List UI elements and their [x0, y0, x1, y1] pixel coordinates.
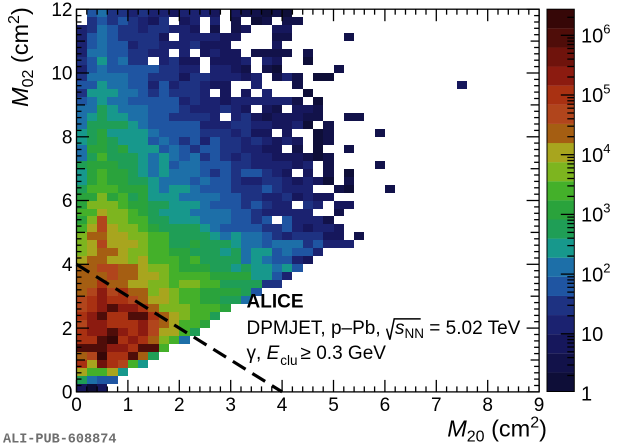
svg-text:2: 2	[174, 395, 185, 416]
svg-text:12: 12	[51, 0, 72, 21]
svg-text:0: 0	[71, 395, 82, 416]
svg-text:2: 2	[62, 319, 73, 340]
svg-text:M02 (cm2): M02 (cm2)	[6, 7, 37, 107]
svg-text:3: 3	[225, 395, 236, 416]
svg-text:DPMJET, p–Pb,: DPMJET, p–Pb,	[247, 318, 381, 339]
svg-text:10: 10	[51, 64, 72, 85]
svg-text:ALICE: ALICE	[247, 292, 304, 313]
svg-text:4: 4	[62, 255, 73, 276]
svg-text:M20 (cm2): M20 (cm2)	[447, 415, 547, 446]
svg-text:6: 6	[62, 191, 73, 212]
svg-text:8: 8	[62, 128, 73, 149]
svg-text:104: 104	[581, 141, 610, 167]
svg-text:1: 1	[123, 395, 134, 416]
svg-text:8: 8	[482, 395, 493, 416]
svg-text:7: 7	[431, 395, 442, 416]
svg-text:9: 9	[534, 395, 545, 416]
svg-text:1: 1	[581, 384, 592, 406]
svg-text:4: 4	[277, 395, 288, 416]
svg-text:6: 6	[380, 395, 391, 416]
svg-text:0: 0	[62, 383, 73, 404]
svg-text:5: 5	[328, 395, 339, 416]
svg-text:ALI-PUB-608874: ALI-PUB-608874	[3, 433, 116, 448]
svg-text:10: 10	[581, 324, 603, 346]
svg-text:γ, Eclu≥ 0.3 GeV: γ, Eclu ≥ 0.3 GeV	[247, 343, 387, 368]
svg-text:sNN = 5.02 TeV: sNN = 5.02 TeV	[395, 318, 521, 341]
